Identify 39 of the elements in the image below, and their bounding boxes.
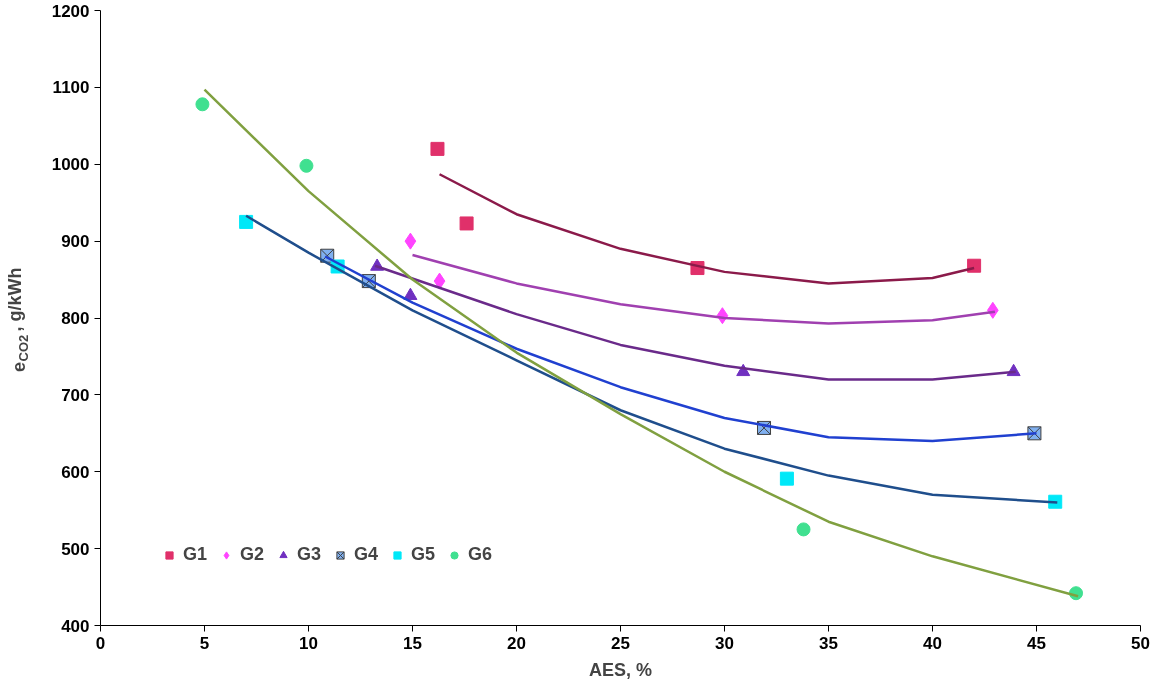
x-tick-label: 45 (1027, 633, 1046, 653)
x-tick-label: 35 (819, 633, 838, 653)
y-tick-label: 500 (61, 539, 90, 559)
y-tick-label: 400 (61, 616, 90, 636)
y-tick-label: 800 (61, 309, 90, 328)
x-tick-label: 0 (95, 633, 106, 653)
x-tick-label: 50 (1131, 633, 1150, 653)
legend-label: G2 (240, 544, 265, 565)
point (195, 97, 210, 112)
y-axis-title: eCO2, g/kWh (4, 267, 31, 372)
point (796, 522, 811, 537)
x-tick-label: 20 (507, 633, 526, 653)
legend-label: G3 (297, 544, 322, 565)
y-tick-label: 1100 (52, 78, 90, 98)
point (430, 141, 445, 156)
legend-label: G4 (354, 544, 379, 565)
x-tick-label: 30 (715, 633, 734, 653)
x-tick-label: 25 (611, 633, 630, 653)
y-tick-label: 900 (61, 232, 90, 252)
y-tick-label: 1000 (51, 155, 90, 175)
point (299, 158, 314, 173)
y-tick-label: 1200 (51, 1, 90, 21)
x-tick-label: 40 (923, 633, 942, 653)
point (779, 471, 794, 486)
point (459, 216, 474, 231)
legend-label: G5 (411, 544, 436, 565)
legend-label: G6 (468, 544, 493, 565)
y-tick-label: 600 (61, 462, 90, 482)
x-tick-label: 5 (199, 633, 210, 653)
line-series (411, 253, 997, 325)
point (404, 232, 417, 250)
y-tick-label: 700 (61, 385, 90, 405)
x-tick-label: 15 (403, 633, 422, 653)
x-axis-title: AES, % (588, 659, 653, 680)
point (967, 258, 982, 273)
legend-label: G1 (183, 544, 208, 565)
point (433, 272, 446, 290)
x-tick-label: 10 (299, 633, 318, 653)
point (403, 287, 418, 300)
